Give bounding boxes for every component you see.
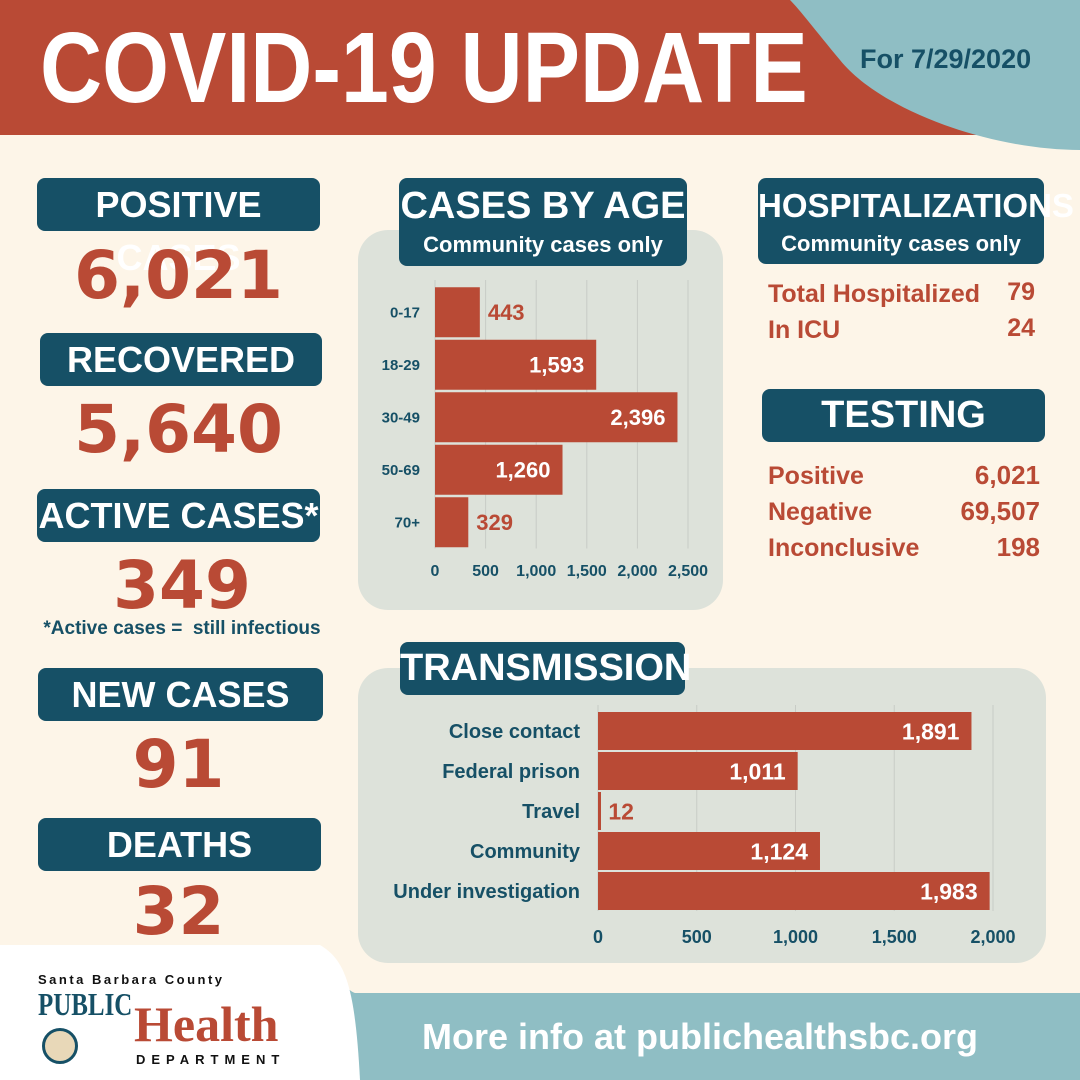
hosp-icu-label: In ICU — [768, 316, 841, 344]
bar — [598, 792, 601, 830]
positive-cases-label: POSITIVE CASES — [37, 178, 320, 278]
category-label: 18-29 — [382, 357, 420, 374]
report-date: For 7/29/2020 — [860, 44, 1032, 74]
age-chart-subtitle: Community cases only — [423, 232, 663, 257]
testing-positive-label: Positive — [768, 462, 864, 490]
bar — [435, 287, 480, 338]
x-tick-label: 2,500 — [668, 563, 708, 580]
data-label: 1,124 — [750, 838, 808, 864]
recovered-value: 5,640 — [74, 391, 283, 468]
age-chart: 0 500 1,000 1,500 2,000 2,500 0-17 443 18-29 1,59… — [382, 280, 708, 580]
deaths-value: 32 — [132, 873, 225, 950]
data-label: 443 — [488, 300, 525, 325]
new-cases-value: 91 — [132, 726, 225, 803]
x-tick-label: 0 — [431, 563, 440, 580]
bar — [435, 497, 469, 548]
data-label: 1,011 — [729, 758, 785, 784]
x-tick-label: 0 — [593, 927, 603, 947]
org-department: DEPARTMENT — [136, 1052, 286, 1067]
category-label: Close contact — [449, 721, 580, 743]
bar — [598, 872, 990, 910]
org-seal-icon — [42, 1028, 78, 1064]
category-label: 0-17 — [390, 305, 420, 322]
testing-negative-value: 69,507 — [960, 496, 1040, 526]
active-cases-value: 349 — [113, 547, 251, 624]
hosp-total-value: 79 — [1007, 278, 1035, 306]
category-label: 50-69 — [382, 462, 420, 479]
org-logo: Santa Barbara County PUBLIC Health DEPAR… — [36, 972, 326, 1072]
x-tick-label: 500 — [682, 927, 712, 947]
x-tick-label: 500 — [472, 563, 499, 580]
hosp-icu-value: 24 — [1007, 314, 1035, 342]
footer-background — [0, 945, 1080, 1080]
page-title: COVID-19 UPDATE — [40, 12, 808, 124]
x-tick-label: 2,000 — [617, 563, 657, 580]
x-tick-label: 1,000 — [516, 563, 556, 580]
transmission-chart: 0 500 1,000 1,500 2,000 Close contact 1,891 Fed… — [393, 705, 1016, 947]
data-label: 1,260 — [495, 458, 550, 483]
testing-positive-value: 6,021 — [974, 460, 1040, 490]
testing-inconclusive-label: Inconclusive — [768, 534, 920, 562]
data-label: 12 — [608, 798, 634, 824]
bar — [598, 832, 820, 870]
transmission-label: TRANSMISSION — [400, 642, 691, 695]
data-label: 1,891 — [902, 718, 960, 744]
age-chart-title: CASES BY AGE — [400, 185, 686, 227]
org-county: Santa Barbara County — [38, 972, 225, 987]
hospitalizations-header: HOSPITALIZATIONS Community cases only — [758, 178, 1074, 264]
hospitalizations-title: HOSPITALIZATIONS — [758, 187, 1074, 224]
new-cases-label: NEW CASES — [38, 668, 323, 721]
category-label: Travel — [522, 801, 580, 823]
deaths-label: DEATHS — [38, 818, 321, 871]
bar — [435, 444, 563, 495]
org-health: Health — [134, 996, 279, 1052]
category-label: Federal prison — [442, 761, 580, 783]
category-label: Under investigation — [393, 881, 580, 903]
data-label: 2,396 — [610, 405, 665, 430]
testing-negative-label: Negative — [768, 498, 873, 526]
footer-info: More info at publichealthsbc.org — [421, 1016, 979, 1057]
bar — [435, 392, 678, 443]
bar — [435, 339, 597, 390]
positive-cases-value: 6,021 — [74, 237, 283, 314]
hosp-total-label: Total Hospitalized — [768, 280, 981, 308]
data-label: 329 — [476, 510, 513, 535]
recovered-label: RECOVERED — [40, 333, 322, 386]
active-cases-note: *Active cases = still infectious — [43, 618, 321, 639]
x-tick-label: 2,000 — [970, 927, 1015, 947]
bar — [598, 752, 798, 790]
x-tick-label: 1,500 — [872, 927, 917, 947]
header-background — [0, 0, 1080, 150]
category-label: 30-49 — [382, 410, 420, 427]
active-cases-label: ACTIVE CASES* — [37, 489, 320, 542]
category-label: Community — [470, 841, 581, 863]
org-public: PUBLIC — [38, 986, 133, 1022]
category-label: 70+ — [395, 515, 421, 532]
testing-inconclusive-value: 198 — [996, 532, 1040, 562]
data-label: 1,593 — [529, 353, 584, 378]
x-tick-label: 1,000 — [773, 927, 818, 947]
bar — [598, 712, 972, 750]
hospitalizations-subtitle: Community cases only — [781, 231, 1021, 256]
age-chart-header: CASES BY AGE Community cases only — [399, 178, 687, 266]
x-tick-label: 1,500 — [567, 563, 607, 580]
testing-label: TESTING — [762, 389, 1045, 442]
data-label: 1,983 — [920, 878, 978, 904]
